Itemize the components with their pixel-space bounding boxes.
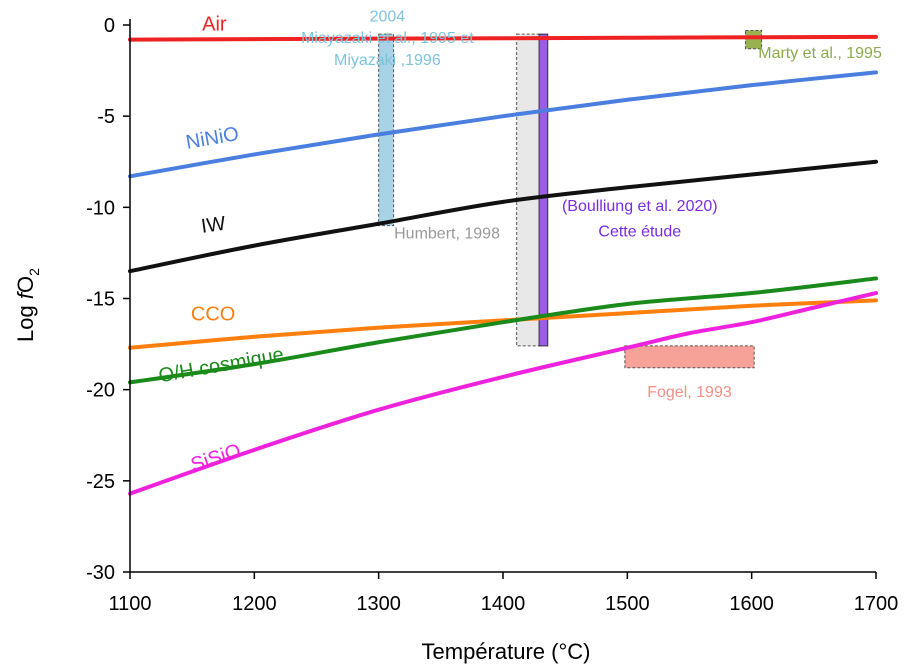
series-label-cco: CCO xyxy=(191,303,235,325)
x-tick-label: 1400 xyxy=(481,593,526,615)
annotation-line: Humbert, 1998 xyxy=(394,225,500,242)
series-lines xyxy=(128,34,878,496)
x-tick-label: 1500 xyxy=(605,593,650,615)
annotation-line: Fogel, 1993 xyxy=(647,384,732,401)
series-label-ninio: NiNiO xyxy=(184,123,240,154)
x-axis-title: Température (°C) xyxy=(422,639,591,664)
annotation-fogel-1993: Fogel, 1993 xyxy=(647,384,732,401)
x-tick-label: 1600 xyxy=(729,593,774,615)
annotations: Miyazaki ,1996 Miayazaki et al., 1995 et 2… xyxy=(301,8,882,401)
range-rect-cette-tude-boulliung-et-al-2020 xyxy=(538,33,549,347)
annotation-humbert-1998: Humbert, 1998 xyxy=(394,225,500,242)
axes: -30 -25 -20 -15 -10 -5 0 1100 1200 1300 1400 1500 16… xyxy=(86,15,898,615)
y-axis-title-prefix: Log xyxy=(13,299,38,342)
y-tick-label: 0 xyxy=(104,15,115,37)
annotation-cette-tude: Cette étude (Boulliung et al. 2020) xyxy=(562,198,718,241)
y-tick-label: -25 xyxy=(86,471,115,493)
annotation-marty-et-al-1995: Marty et al., 1995 xyxy=(758,45,882,62)
y-tick-label: -10 xyxy=(86,197,115,219)
annotation-line: 2004 xyxy=(370,8,406,25)
y-axis-title-italic: f xyxy=(13,290,38,299)
annotation-line: Miyazaki ,1996 xyxy=(334,52,441,69)
x-tick-label: 1700 xyxy=(854,593,899,615)
series-line-ninio xyxy=(128,70,878,179)
y-tick-label: -5 xyxy=(97,106,115,128)
y-axis-title-subscript: 2 xyxy=(26,268,42,276)
series-line-iw xyxy=(128,159,878,274)
annotation-miyazaki-1996: Miyazaki ,1996 Miayazaki et al., 1995 et 2… xyxy=(301,8,474,69)
y-axis-title-main: O xyxy=(13,276,38,293)
annotation-line: Cette étude xyxy=(598,224,681,241)
y-tick-label: -30 xyxy=(86,562,115,584)
annotation-line: Marty et al., 1995 xyxy=(758,45,882,62)
range-rect-fogel-1993 xyxy=(624,345,755,369)
series-label-sisio: SiSiO xyxy=(188,440,243,477)
series-line-sisio xyxy=(128,291,878,496)
series-label-o-h-cosmique: O/H cosmique xyxy=(157,344,286,388)
range-rect-humbert-1998 xyxy=(516,33,541,347)
x-tick-label: 1100 xyxy=(108,593,151,615)
annotation-line: Miayazaki et al., 1995 et xyxy=(301,30,474,47)
x-tick-label: 1300 xyxy=(356,593,401,615)
annotation-line: (Boulliung et al. 2020) xyxy=(562,198,718,215)
y-tick-label: -20 xyxy=(86,380,115,402)
series-line-o-h-cosmique xyxy=(128,276,878,385)
series-label-air: Air xyxy=(202,13,227,35)
series-line-air xyxy=(128,34,878,42)
range-rect-miyazaki-1996-miayazaki-et-al-1995-et-2004 xyxy=(378,33,395,227)
range-rect-marty-et-al-1995 xyxy=(744,29,763,50)
y-tick-label: -15 xyxy=(86,289,115,311)
y-axis-title: Log fO2 xyxy=(13,268,42,342)
series-label-iw: IW xyxy=(200,213,227,238)
x-tick-label: 1200 xyxy=(232,593,277,615)
